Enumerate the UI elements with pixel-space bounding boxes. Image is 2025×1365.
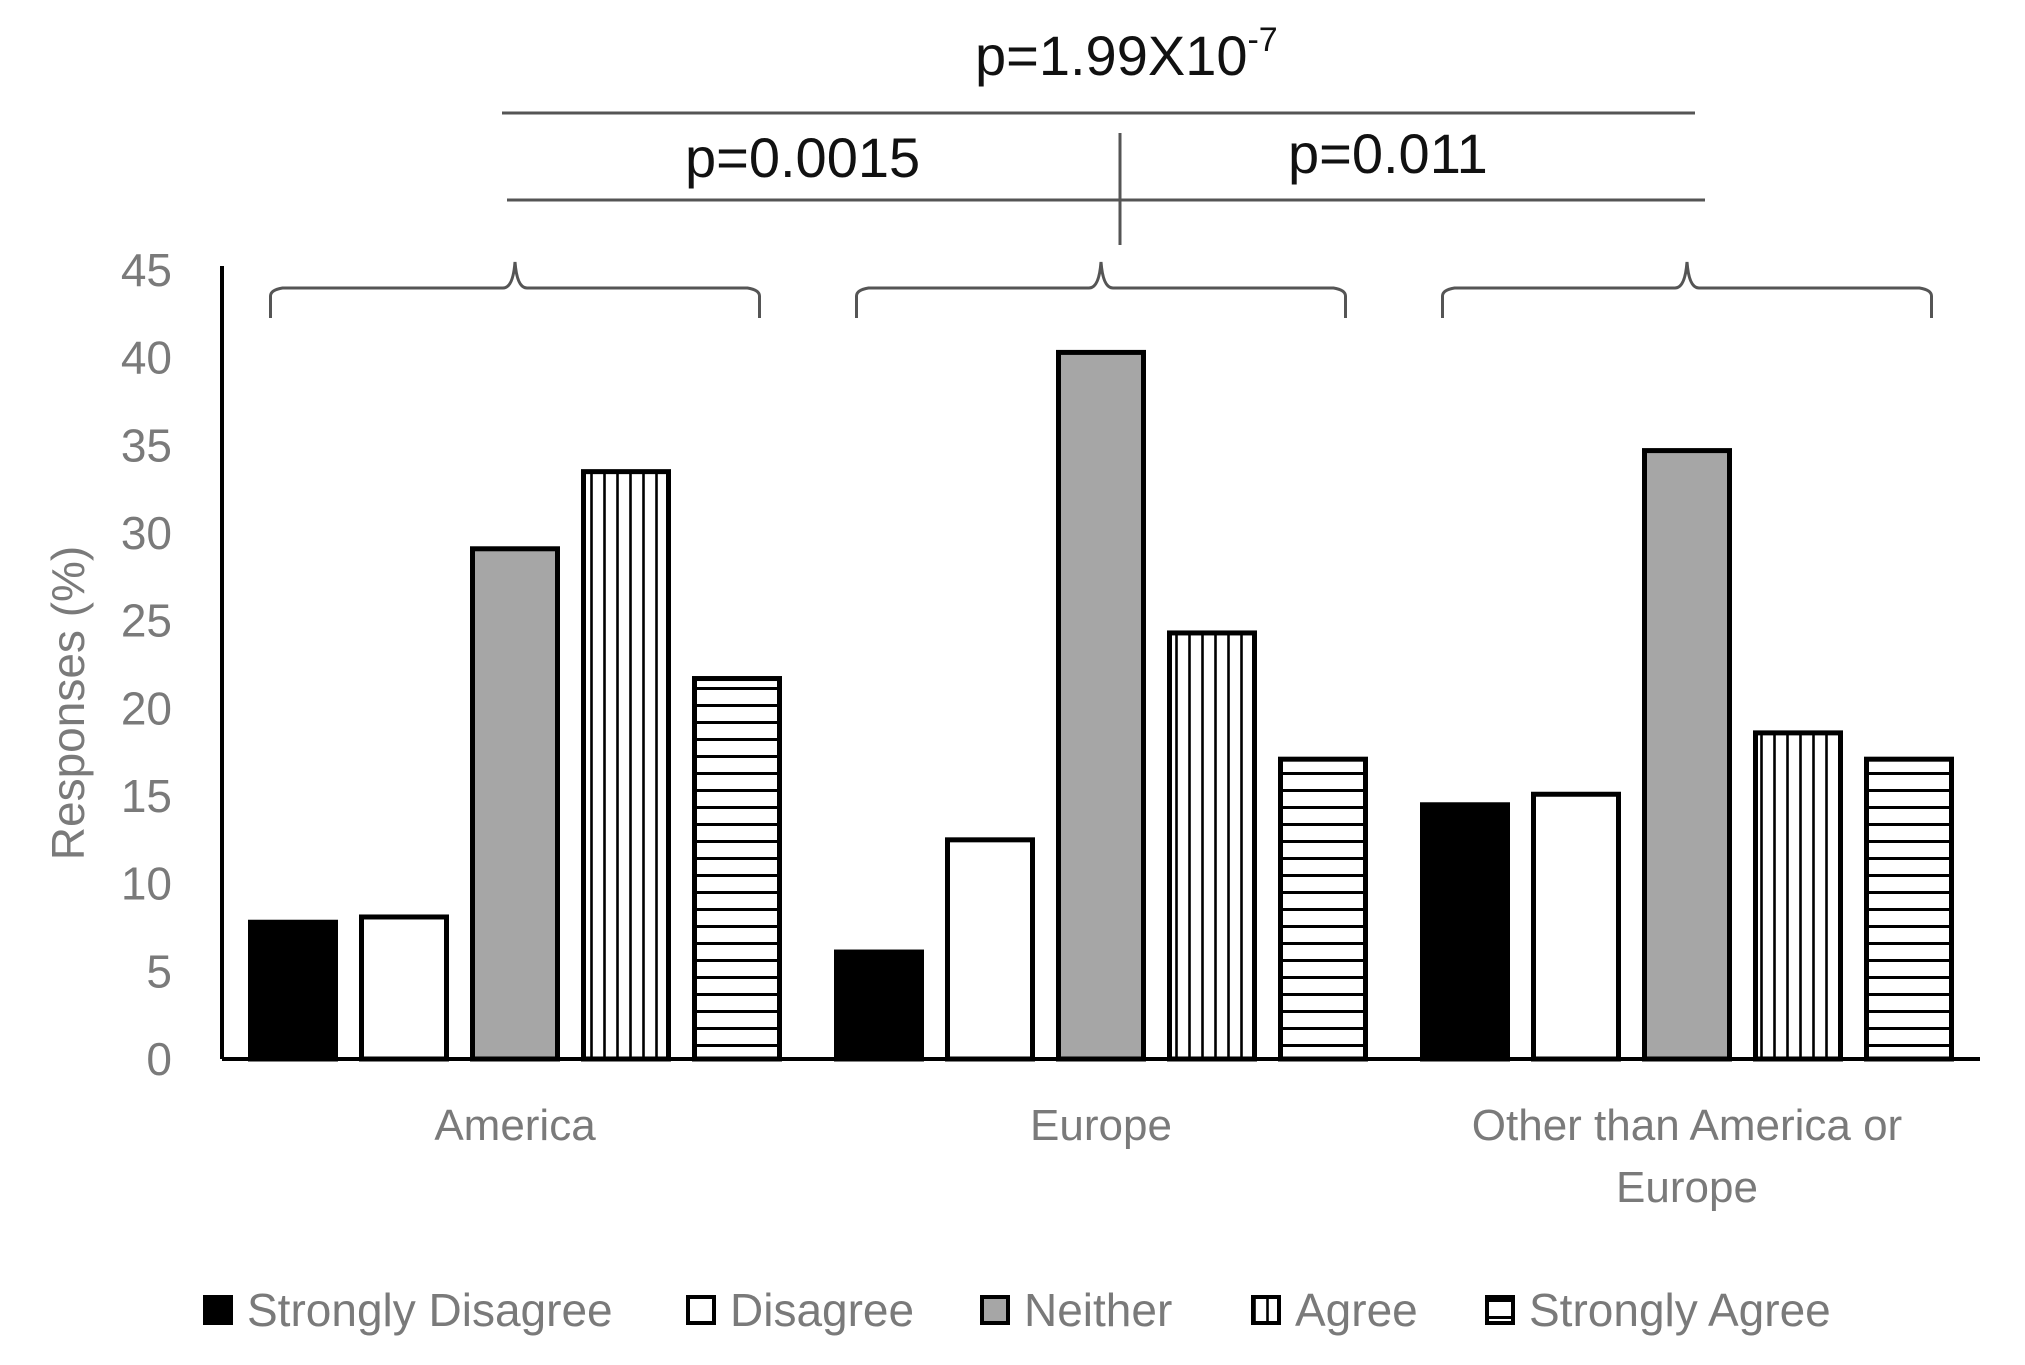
bar-america-agree — [581, 469, 671, 1062]
significance-annotations: p=1.99X10-7 p=0.0015 p=0.011 — [502, 21, 1705, 245]
x-label-other-than-america-or-europe: Other than America or Europe — [1472, 1101, 1902, 1212]
bar-america-neither — [470, 546, 560, 1062]
legend-label-neither: Neither — [1024, 1284, 1172, 1336]
bar-europe-agree — [1167, 630, 1257, 1062]
bar-other-than-america-or-europe-neither — [1642, 448, 1732, 1062]
bar-america-strongly-disagree — [248, 919, 338, 1062]
bar-europe-disagree — [945, 837, 1035, 1062]
x-label-europe: Europe — [1030, 1101, 1172, 1150]
y-axis-label: Responses (%) — [42, 546, 94, 860]
y-tick-20: 20 — [121, 682, 172, 734]
y-tick-35: 35 — [121, 419, 172, 471]
bracket-other-than-america-or-europe — [1441, 261, 1933, 318]
bars — [248, 349, 1954, 1062]
legend-swatch-agree — [1251, 1295, 1281, 1325]
x-axis: America Europe Other than America or Europe — [222, 1057, 1980, 1212]
p-value-overall-base: p=1.99X10 — [975, 24, 1247, 87]
legend-label-strongly-disagree: Strongly Disagree — [247, 1284, 613, 1336]
x-label-america: America — [434, 1101, 596, 1150]
y-tick-40: 40 — [121, 332, 172, 384]
bar-europe-neither — [1056, 349, 1146, 1062]
legend-label-disagree: Disagree — [730, 1284, 914, 1336]
p-value-america-europe: p=0.0015 — [685, 126, 920, 189]
group-brackets — [269, 261, 1933, 318]
bar-other-than-america-or-europe-disagree — [1531, 791, 1621, 1062]
legend-swatch-strongly-agree — [1485, 1295, 1515, 1325]
y-tick-0: 0 — [146, 1033, 172, 1085]
bracket-europe — [855, 261, 1347, 318]
bar-other-than-america-or-europe-strongly-agree — [1864, 756, 1954, 1062]
legend-swatch-disagree — [686, 1295, 716, 1325]
p-value-europe-other: p=0.011 — [1288, 122, 1488, 185]
bar-other-than-america-or-europe-strongly-disagree — [1420, 802, 1510, 1062]
bar-europe-strongly-disagree — [834, 949, 924, 1062]
bar-europe-strongly-agree — [1278, 756, 1368, 1062]
bar-america-strongly-agree — [692, 676, 782, 1062]
bracket-america — [269, 261, 761, 318]
legend-label-agree: Agree — [1295, 1284, 1418, 1336]
y-axis: 0 5 10 15 20 25 30 35 40 45 — [121, 244, 224, 1085]
y-tick-10: 10 — [121, 858, 172, 910]
legend-label-strongly-agree: Strongly Agree — [1529, 1284, 1831, 1336]
legend: Strongly Disagree Disagree Neither Agree Str… — [203, 1284, 1831, 1336]
y-tick-45: 45 — [121, 244, 172, 296]
bar-other-than-america-or-europe-agree — [1753, 730, 1843, 1062]
y-tick-5: 5 — [146, 945, 172, 997]
bar-america-disagree — [359, 914, 449, 1062]
y-tick-25: 25 — [121, 595, 172, 647]
p-value-overall-exponent: -7 — [1247, 21, 1277, 59]
p-value-overall: p=1.99X10-7 — [975, 21, 1278, 87]
y-tick-15: 15 — [121, 770, 172, 822]
legend-swatch-strongly-disagree — [203, 1295, 233, 1325]
legend-swatch-neither — [980, 1295, 1010, 1325]
y-tick-30: 30 — [121, 507, 172, 559]
